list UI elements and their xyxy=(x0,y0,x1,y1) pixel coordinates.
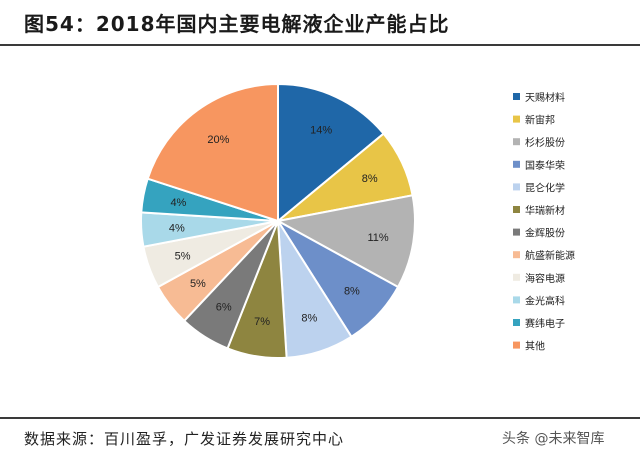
slice-value-label-8: 5% xyxy=(190,278,206,290)
legend-swatch-6 xyxy=(513,206,520,213)
legend-label-7: 金辉股份 xyxy=(525,227,565,240)
legend-label-12: 其他 xyxy=(525,340,545,353)
watermark: 头条 @未来智库 xyxy=(502,431,605,447)
bottom-divider xyxy=(0,417,640,419)
legend-swatch-3 xyxy=(513,138,520,146)
slice-value-label-5: 8% xyxy=(301,312,317,324)
legend-label-3: 杉杉股份 xyxy=(525,136,565,149)
legend-label-5: 昆仑化学 xyxy=(525,181,565,194)
slice-value-label-4: 8% xyxy=(344,285,360,297)
slice-value-label-9: 5% xyxy=(175,250,191,262)
legend-label-2: 新宙邦 xyxy=(525,114,555,127)
top-divider xyxy=(0,44,640,46)
legend-label-11: 赛纬电子 xyxy=(525,317,565,330)
legend-label-8: 航盛新能源 xyxy=(525,249,575,262)
legend-swatch-11 xyxy=(513,319,520,326)
legend-swatch-7 xyxy=(513,228,520,236)
legend-label-1: 天赐材料 xyxy=(525,91,565,104)
legend-swatch-10 xyxy=(513,296,520,304)
slice-value-label-3: 11% xyxy=(367,232,388,244)
source-note: 数据来源：百川盈孚，广发证券发展研究中心 xyxy=(24,430,345,448)
slice-value-label-11: 4% xyxy=(170,197,186,209)
pie-slice-1 xyxy=(277,82,385,224)
slice-value-label-7: 6% xyxy=(216,302,232,314)
legend-swatch-5 xyxy=(513,183,520,191)
slice-value-label-12: 20% xyxy=(207,134,229,146)
legend-swatch-12 xyxy=(513,341,520,349)
figure-title: 图54：2018年国内主要电解液企业产能占比 xyxy=(24,12,450,36)
legend-label-10: 金光高科 xyxy=(525,294,565,307)
legend-label-6: 华瑞新材 xyxy=(525,204,565,217)
slice-value-label-1: 14% xyxy=(310,124,332,136)
legend-swatch-9 xyxy=(513,273,520,281)
legend-label-4: 国泰华荣 xyxy=(525,159,565,172)
legend-swatch-8 xyxy=(513,251,520,259)
slice-value-label-10: 4% xyxy=(169,222,185,234)
slice-value-label-6: 7% xyxy=(254,316,270,328)
legend-swatch-4 xyxy=(513,160,520,168)
legend-swatch-2 xyxy=(513,115,520,123)
pie-slice-3 xyxy=(275,194,416,289)
slice-value-label-2: 8% xyxy=(362,173,378,185)
legend-label-9: 海容电源 xyxy=(525,272,565,285)
legend-swatch-1 xyxy=(513,93,520,100)
pie-slice-12 xyxy=(146,82,279,223)
